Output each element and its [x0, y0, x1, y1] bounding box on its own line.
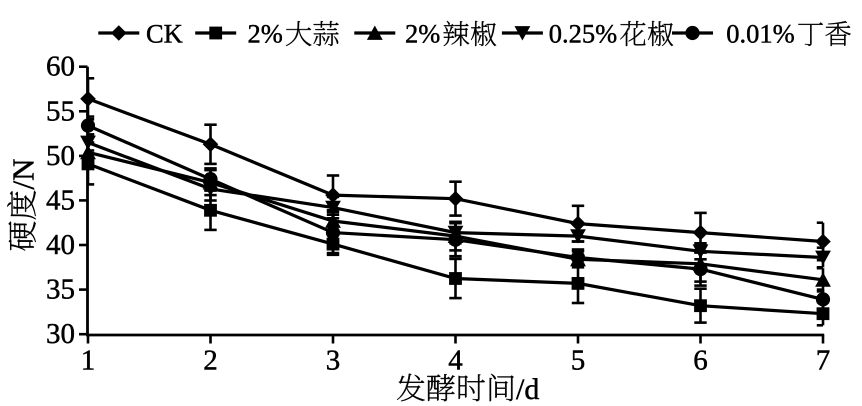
svg-text:30: 30	[46, 318, 75, 350]
svg-text:0.25%: 0.25%	[549, 19, 617, 49]
svg-text:40: 40	[46, 229, 75, 261]
svg-text:2: 2	[203, 345, 218, 377]
svg-text:/d: /d	[516, 373, 539, 406]
svg-text:4: 4	[448, 345, 463, 377]
svg-text:5: 5	[571, 345, 586, 377]
svg-text:45: 45	[46, 184, 75, 216]
svg-text:CK: CK	[146, 19, 183, 49]
svg-text:2%: 2%	[405, 19, 440, 49]
svg-text:6: 6	[693, 345, 708, 377]
svg-text:0.01%: 0.01%	[726, 19, 794, 49]
svg-text:55: 55	[46, 95, 75, 127]
svg-text:35: 35	[46, 274, 75, 306]
svg-text:3: 3	[326, 345, 341, 377]
svg-text:/N: /N	[6, 159, 41, 190]
svg-text:2%: 2%	[248, 19, 283, 49]
svg-text:50: 50	[46, 140, 75, 172]
svg-text:7: 7	[816, 345, 831, 377]
svg-text:60: 60	[46, 51, 75, 83]
svg-text:1: 1	[81, 345, 96, 377]
